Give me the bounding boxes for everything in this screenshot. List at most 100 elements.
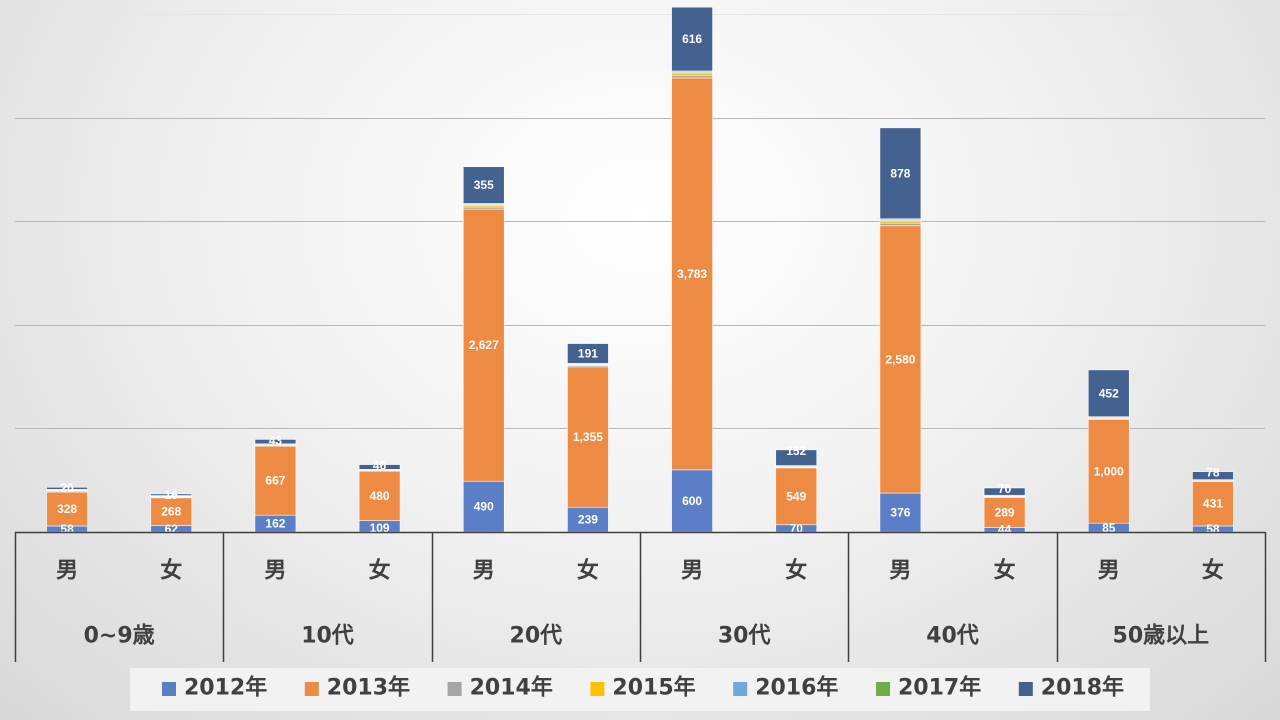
data-label: 239: [578, 513, 598, 527]
bar-segment: [671, 6, 713, 72]
legend-swatch: [304, 682, 319, 696]
group-category-label: 20代: [510, 624, 563, 649]
bar-segment: [150, 493, 193, 496]
group-category-label: 40代: [926, 624, 979, 649]
bar-segment: [46, 486, 88, 490]
group-category-label: 50歳以上: [1113, 624, 1210, 649]
legend-label: 2013年: [327, 675, 410, 701]
data-label: 1,355: [573, 430, 603, 444]
bar-segment: [150, 497, 193, 526]
bar-segment: [46, 491, 88, 527]
data-label: 43: [269, 433, 283, 447]
bar-segment: [671, 72, 713, 76]
data-label: 62: [165, 522, 179, 536]
data-label: 20: [60, 481, 74, 495]
legend-label: 2014年: [470, 675, 553, 701]
bar-segment: [254, 445, 297, 516]
bar-segment: [879, 127, 922, 220]
bar-segment: [879, 225, 922, 494]
bar-segment: [775, 467, 818, 526]
data-label: 109: [370, 521, 390, 535]
data-label: 490: [474, 500, 494, 514]
data-label: 376: [890, 506, 910, 520]
sub-category-label: 男: [681, 559, 703, 584]
data-label: 480: [370, 489, 390, 503]
legend-label: 2018年: [1041, 675, 1124, 701]
sub-category-label: 女: [1202, 558, 1224, 584]
legend: 2012年 2013年 2014年 2015年 2016年 2017年 2018年: [130, 668, 1150, 711]
bar-segment: [1192, 471, 1234, 480]
data-label: 289: [995, 505, 1015, 519]
data-label: 268: [161, 505, 181, 519]
bar-segment: [983, 497, 1026, 528]
bar-segment: [1087, 369, 1130, 417]
bar-segment: [567, 343, 609, 364]
bar-segment: [462, 208, 505, 482]
bar-segment: [1087, 419, 1130, 524]
data-label: 355: [474, 178, 494, 192]
legend-swatch: [162, 682, 176, 696]
data-label: 58: [60, 522, 74, 536]
sub-category-label: 男: [56, 559, 78, 584]
data-label: 44: [998, 523, 1012, 537]
legend-label: 2015年: [612, 675, 695, 701]
bar-segment: [254, 439, 297, 445]
data-labels: 58 62 162 109 490 239 600 70 376 44 85 58 328 268 667 4…: [57, 32, 1223, 537]
legend-swatch: [590, 682, 605, 696]
data-label: 191: [578, 346, 598, 360]
group-category-label: 0~9歳: [84, 624, 155, 649]
bar-segment: [462, 206, 505, 210]
data-label: 85: [1102, 521, 1116, 535]
data-label: 549: [786, 489, 806, 503]
data-label: 1,000: [1094, 464, 1124, 478]
bar-segment: [1192, 481, 1234, 527]
sub-category-label: 女: [785, 558, 807, 584]
sub-category-label: 男: [473, 559, 495, 584]
data-label: 2,580: [885, 352, 915, 366]
sub-category-label: 女: [577, 558, 599, 584]
sub-category-label: 男: [889, 559, 911, 584]
sub-category-label: 女: [994, 558, 1016, 584]
sub-category-label: 女: [160, 558, 182, 584]
data-label: 328: [57, 502, 77, 516]
bar-segment: [567, 366, 609, 508]
legend-swatch: [447, 682, 462, 696]
bar-segment: [462, 480, 505, 533]
sub-category-label: 男: [264, 559, 286, 584]
data-label: 431: [1203, 497, 1223, 511]
legend-box: [130, 668, 1150, 711]
group-category-label: 30代: [718, 624, 771, 649]
data-label: 16: [165, 488, 179, 502]
data-label: 46: [373, 459, 387, 473]
legend-swatch: [1018, 682, 1033, 696]
legend-swatch: [876, 682, 890, 696]
data-label: 452: [1099, 386, 1119, 400]
bar-segment: [879, 492, 922, 533]
bar-segment: [358, 464, 401, 470]
legend-swatch: [733, 682, 748, 696]
bars: [46, 6, 1234, 533]
data-label: 878: [890, 166, 910, 180]
bar-segment: [879, 222, 922, 227]
bar-segment: [879, 220, 922, 224]
group-category-label: 10代: [301, 624, 354, 649]
data-label: 152: [786, 444, 806, 458]
data-label: 2,627: [469, 338, 499, 352]
category-axis: 男 女 男 女 男 女 男 女 男 女 男 女 0~9歳 10代 20代 30代 40代 50歳以上: [14, 531, 1267, 662]
legend-label: 2016年: [755, 675, 838, 701]
legend-label: 2012年: [184, 675, 267, 701]
bar-segment: [983, 487, 1026, 496]
data-label: 70: [790, 521, 804, 535]
bar-segment: [671, 77, 713, 471]
sub-category-label: 男: [1098, 559, 1120, 584]
sub-category-label: 女: [369, 558, 391, 584]
data-label: 616: [682, 32, 702, 46]
data-label: 600: [682, 494, 702, 508]
bar-segment: [671, 75, 713, 79]
data-label: 70: [998, 482, 1012, 496]
data-label: 3,783: [677, 267, 707, 281]
bar-segment: [462, 166, 505, 204]
bar-segment: [567, 506, 609, 533]
